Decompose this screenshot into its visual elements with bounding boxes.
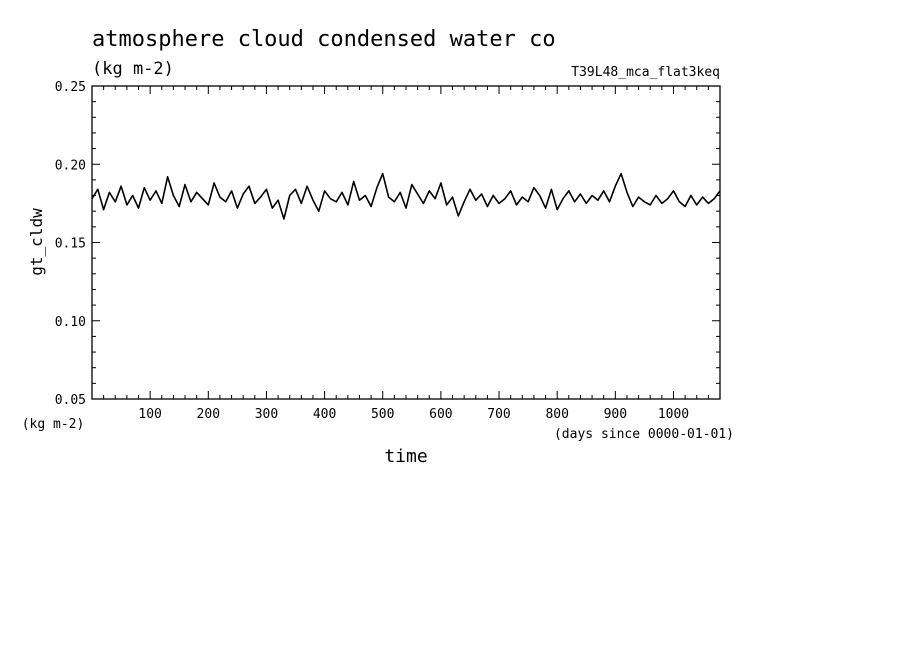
series-group xyxy=(91,172,721,220)
y-axis-units: (kg m-2) xyxy=(22,417,85,432)
x-axis-units: (days since 0000-01-01) xyxy=(554,427,734,442)
x-tick-label: 300 xyxy=(255,407,278,422)
x-tick-label: 700 xyxy=(487,407,510,422)
y-tick-label: 0.15 xyxy=(55,237,86,252)
chart-title: atmosphere cloud condensed water co xyxy=(92,27,556,52)
x-tick-label: 200 xyxy=(197,407,220,422)
chart-units: (kg m-2) xyxy=(92,59,174,79)
run-label: T39L48_mca_flat3keq xyxy=(571,65,720,80)
x-tick-label: 1000 xyxy=(658,407,689,422)
x-tick-label: 900 xyxy=(604,407,627,422)
x-axis-label: time xyxy=(384,446,427,467)
x-tick-label: 500 xyxy=(371,407,394,422)
tick-marks xyxy=(92,85,720,400)
x-tick-label: 400 xyxy=(313,407,336,422)
series-line xyxy=(91,172,721,220)
y-tick-label: 0.10 xyxy=(55,315,86,330)
x-tick-label: 800 xyxy=(545,407,568,422)
x-tick-label: 600 xyxy=(429,407,452,422)
x-tick-labels: 100 200 300 400 500 600 700 800 900 1000 xyxy=(138,407,689,422)
y-axis-label: gt_cldw xyxy=(27,208,46,276)
x-tick-label: 100 xyxy=(138,407,161,422)
y-tick-label: 0.20 xyxy=(55,158,86,173)
y-tick-label: 0.05 xyxy=(55,393,86,408)
y-tick-label: 0.25 xyxy=(55,80,86,95)
y-tick-labels: 0.05 0.10 0.15 0.20 0.25 xyxy=(55,80,86,408)
